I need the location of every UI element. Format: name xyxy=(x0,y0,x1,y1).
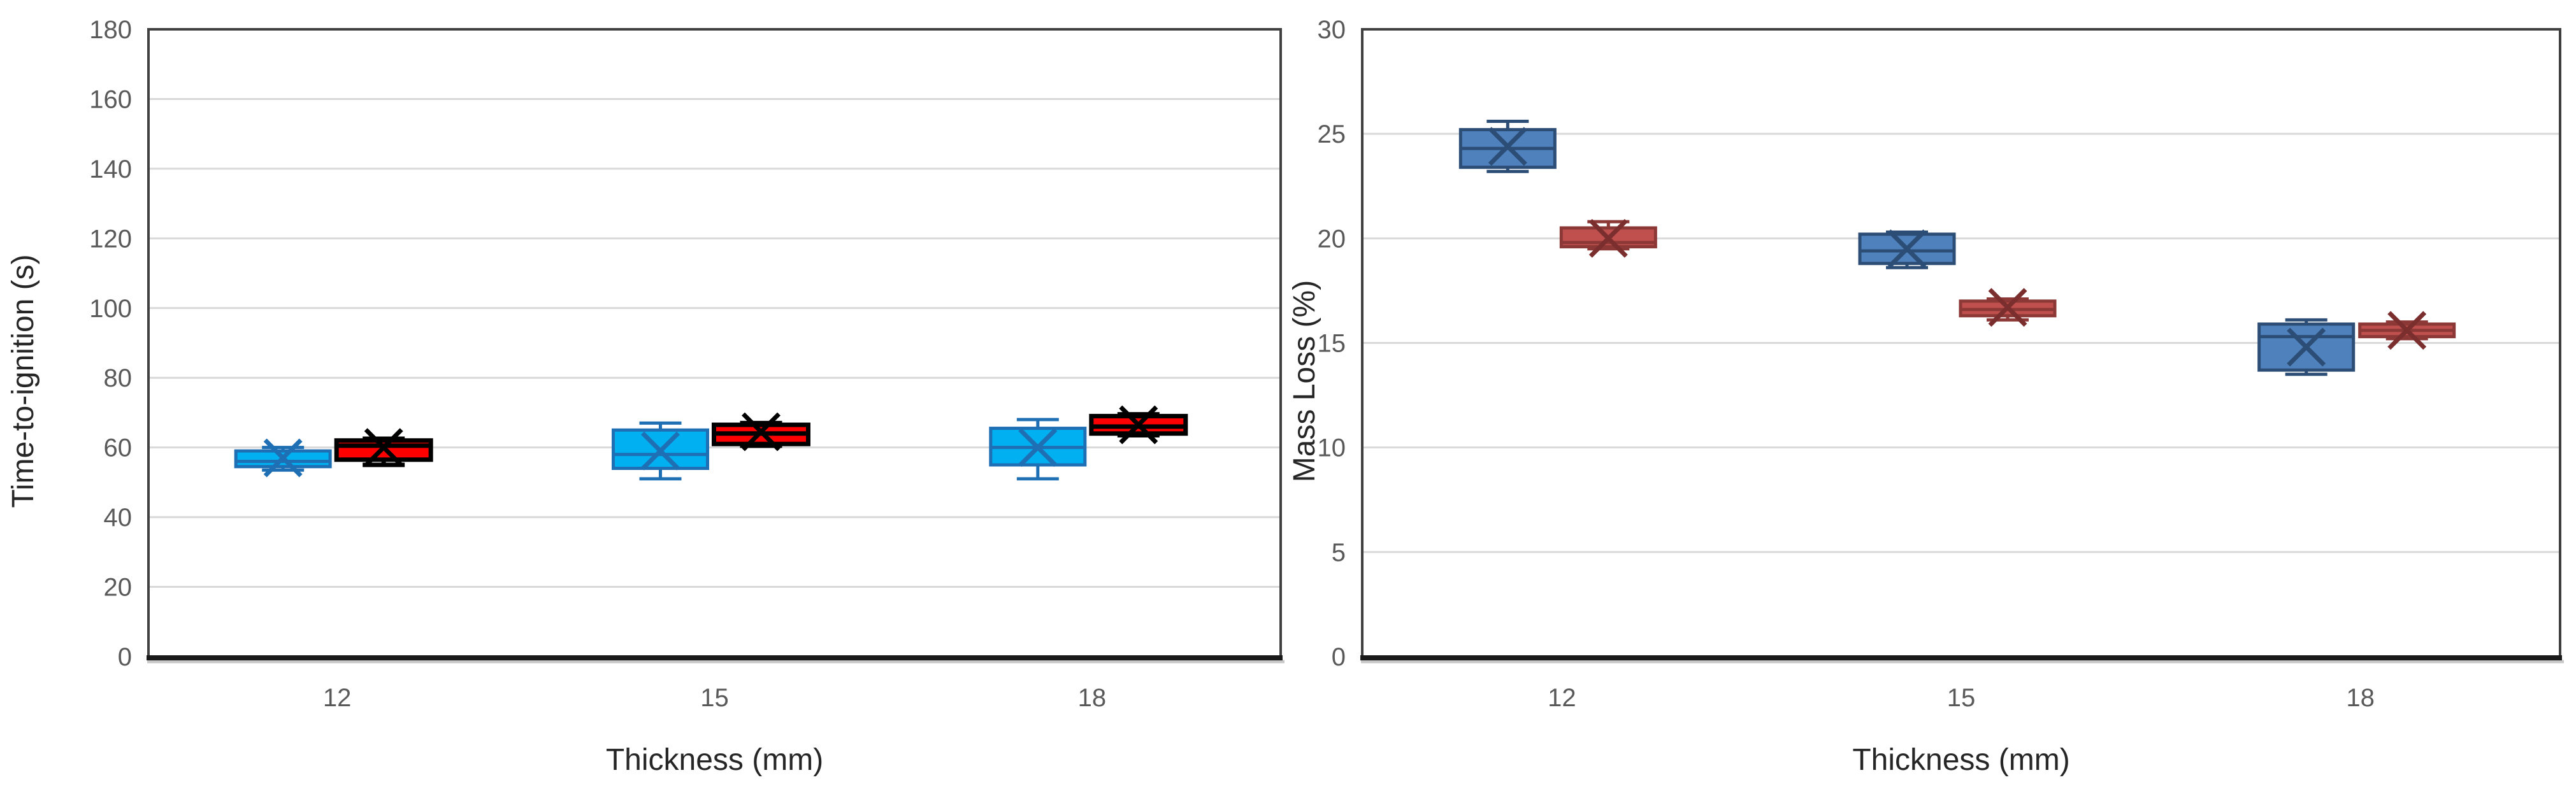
mean-marker xyxy=(1119,405,1158,444)
mean-marker xyxy=(1018,428,1058,467)
box-group-cyan-boxes-15 xyxy=(612,421,709,481)
plot-area xyxy=(148,29,1281,657)
box-group-cyan-boxes-12 xyxy=(234,438,332,478)
box-group-cyan-boxes-18 xyxy=(989,418,1087,481)
x-tick-label: 18 xyxy=(1078,684,1107,712)
mean-marker xyxy=(1488,127,1527,166)
y-tick-label: 25 xyxy=(1318,120,1346,148)
y-tick-label: 20 xyxy=(104,574,133,602)
x-axis-title: Thickness (mm) xyxy=(606,743,823,777)
y-tick-label: 140 xyxy=(89,155,132,183)
box-group-red-boxes-15 xyxy=(712,412,810,451)
y-tick-label: 30 xyxy=(1318,16,1346,44)
box-group-darkred-boxes-15 xyxy=(1959,288,2057,327)
x-tick-label: 18 xyxy=(2346,684,2375,712)
mean-marker xyxy=(1887,229,1927,269)
y-tick-label: 0 xyxy=(118,643,132,671)
x-tick-label: 15 xyxy=(700,684,729,712)
mean-marker xyxy=(364,428,403,467)
y-tick-label: 120 xyxy=(89,225,132,253)
y-tick-label: 10 xyxy=(1318,434,1346,462)
x-tick-label: 12 xyxy=(1548,684,1576,712)
mean-marker xyxy=(1988,288,2027,327)
mean-marker xyxy=(641,431,680,471)
y-tick-label: 20 xyxy=(1318,225,1346,253)
x-tick-label: 15 xyxy=(1947,684,1976,712)
y-tick-label: 160 xyxy=(89,85,132,113)
mass-loss-chart: 0 5 10 15 20 25 30 12 15 18 Thickness (mm) Mass Los… xyxy=(1288,0,2576,793)
y-tick-label: 40 xyxy=(104,504,133,532)
y-tick-label: 5 xyxy=(1332,539,1346,567)
time-to-ignition-chart-svg: 0 20 40 60 80 100 120 140 160 180 12 15 18 Thickness … xyxy=(6,16,1284,777)
y-axis-title: Mass Loss (%) xyxy=(1288,280,1321,482)
y-tick-label: 100 xyxy=(89,295,132,323)
y-tick-label: 80 xyxy=(104,364,133,392)
box-group-blue-boxes-15 xyxy=(1858,229,1956,269)
box-group-red-boxes-18 xyxy=(1089,405,1188,444)
y-tick-label: 180 xyxy=(89,16,132,44)
mean-marker xyxy=(2387,311,2427,350)
mean-marker xyxy=(263,438,303,478)
mean-marker xyxy=(1588,218,1628,258)
box-group-blue-boxes-18 xyxy=(2257,318,2356,376)
mass-loss-chart-svg: 0 5 10 15 20 25 30 12 15 18 Thickness (mm) Mass Los… xyxy=(1288,16,2564,777)
box-group-blue-boxes-12 xyxy=(1458,119,1557,173)
mean-marker xyxy=(742,412,781,451)
y-tick-label: 60 xyxy=(104,434,133,462)
box-group-darkred-boxes-18 xyxy=(2358,311,2456,350)
y-tick-label: 15 xyxy=(1318,330,1346,358)
mean-marker xyxy=(2287,327,2326,367)
box-group-red-boxes-12 xyxy=(334,428,433,467)
y-tick-label: 0 xyxy=(1332,643,1346,671)
x-tick-label: 12 xyxy=(323,684,352,712)
y-axis-title: Time-to-ignition (s) xyxy=(6,254,40,508)
x-axis-title: Thickness (mm) xyxy=(1852,743,2069,777)
box-group-darkred-boxes-12 xyxy=(1559,218,1657,258)
time-to-ignition-chart: 0 20 40 60 80 100 120 140 160 180 12 15 18 Thickness … xyxy=(0,0,1288,793)
